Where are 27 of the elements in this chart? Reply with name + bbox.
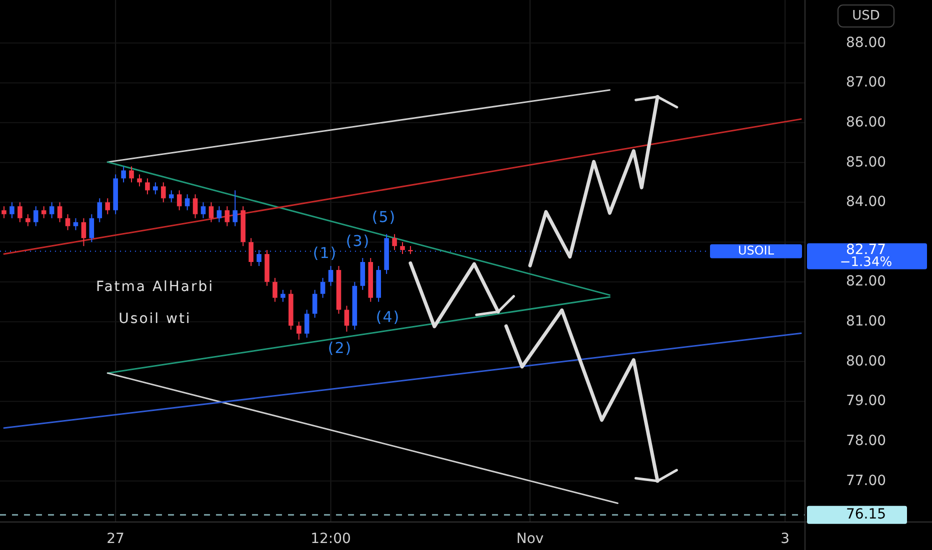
y-tick-label: 78.00	[846, 433, 886, 449]
annotation: (4)	[376, 308, 400, 326]
x-tick-label: 12:00	[310, 530, 351, 547]
y-tick-label: 81.00	[846, 314, 886, 330]
x-tick-label: 27	[106, 530, 124, 547]
annotation: (2)	[328, 339, 352, 358]
y-tick-label: 85.00	[846, 154, 886, 170]
y-axis-title: USD	[852, 8, 880, 24]
y-tick-label: 86.00	[846, 114, 886, 130]
annotation: (1)	[312, 244, 338, 262]
y-tick-label: 82.00	[846, 274, 886, 290]
y-tick-label: 79.00	[846, 393, 886, 410]
y-tick-label: 84.00	[846, 194, 886, 210]
annotation: (5)	[372, 208, 396, 226]
y-tick-label: 88.00	[846, 34, 886, 51]
annotation: Fatma AlHarbi	[96, 278, 214, 295]
annotation: Usoil wti	[118, 310, 192, 327]
x-tick-label: Nov	[516, 530, 544, 547]
y-tick-label: 77.00	[846, 472, 886, 489]
x-tick-label: 3	[780, 530, 790, 547]
y-tick-label: 87.00	[846, 74, 886, 91]
symbol-tag: USOIL	[710, 244, 802, 258]
ref-line-label: 76.15	[846, 506, 886, 523]
annotation: (3)	[346, 232, 370, 250]
annotation: USOIL	[738, 244, 774, 258]
y-tick-label: 80.00	[846, 353, 886, 370]
text: −1.34%	[840, 254, 892, 270]
